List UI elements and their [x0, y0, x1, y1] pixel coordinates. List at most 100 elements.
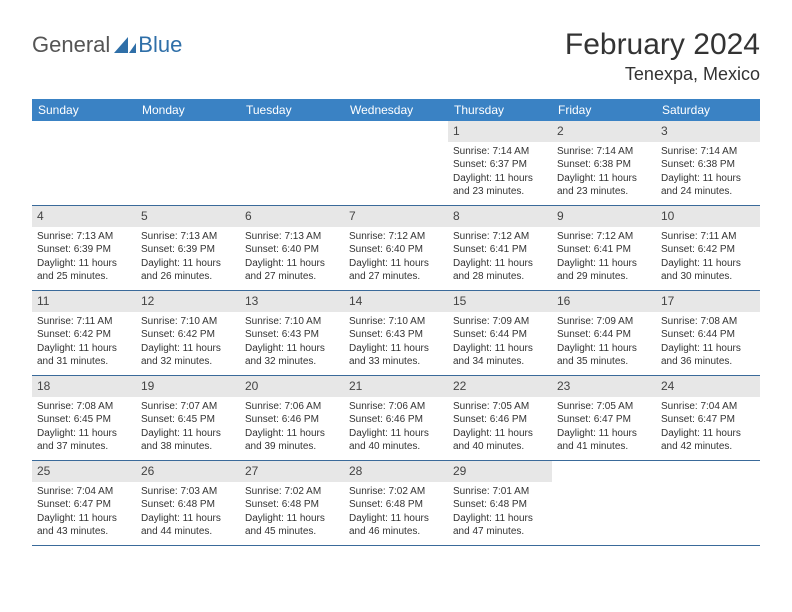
sunset-text: Sunset: 6:45 PM [141, 413, 235, 427]
day-cell: 4Sunrise: 7:13 AMSunset: 6:39 PMDaylight… [32, 206, 136, 290]
sunrise-text: Sunrise: 7:08 AM [37, 400, 131, 414]
day-number: 10 [661, 209, 674, 223]
day-cell: 6Sunrise: 7:13 AMSunset: 6:40 PMDaylight… [240, 206, 344, 290]
day-number: 1 [453, 124, 460, 138]
daylight-text: Daylight: 11 hours and 39 minutes. [245, 427, 339, 454]
day-number: 18 [37, 379, 50, 393]
logo-sail-icon [114, 37, 136, 53]
day-cell: 28Sunrise: 7:02 AMSunset: 6:48 PMDayligh… [344, 461, 448, 545]
daylight-text: Daylight: 11 hours and 44 minutes. [141, 512, 235, 539]
logo-text-general: General [32, 32, 110, 58]
week-row: 1Sunrise: 7:14 AMSunset: 6:37 PMDaylight… [32, 121, 760, 206]
sunset-text: Sunset: 6:38 PM [557, 158, 651, 172]
day-number-row: 24 [656, 376, 760, 397]
day-cell: 11Sunrise: 7:11 AMSunset: 6:42 PMDayligh… [32, 291, 136, 375]
sunrise-text: Sunrise: 7:13 AM [141, 230, 235, 244]
day-cell: 2Sunrise: 7:14 AMSunset: 6:38 PMDaylight… [552, 121, 656, 205]
week-row: 18Sunrise: 7:08 AMSunset: 6:45 PMDayligh… [32, 376, 760, 461]
sunset-text: Sunset: 6:43 PM [349, 328, 443, 342]
day-cell: 7Sunrise: 7:12 AMSunset: 6:40 PMDaylight… [344, 206, 448, 290]
sunrise-text: Sunrise: 7:04 AM [661, 400, 755, 414]
sunrise-text: Sunrise: 7:05 AM [557, 400, 651, 414]
day-number-row: 25 [32, 461, 136, 482]
day-cell: 18Sunrise: 7:08 AMSunset: 6:45 PMDayligh… [32, 376, 136, 460]
day-number: 14 [349, 294, 362, 308]
day-number-row: 22 [448, 376, 552, 397]
day-cell-empty [656, 461, 760, 545]
day-number: 19 [141, 379, 154, 393]
sunset-text: Sunset: 6:46 PM [245, 413, 339, 427]
day-number-row: 19 [136, 376, 240, 397]
day-number-row: 17 [656, 291, 760, 312]
day-number-row: 12 [136, 291, 240, 312]
sunset-text: Sunset: 6:44 PM [661, 328, 755, 342]
daylight-text: Daylight: 11 hours and 23 minutes. [453, 172, 547, 199]
daylight-text: Daylight: 11 hours and 30 minutes. [661, 257, 755, 284]
day-number-row: 5 [136, 206, 240, 227]
daylight-text: Daylight: 11 hours and 40 minutes. [349, 427, 443, 454]
day-cell: 14 Sunrise: 7:10 AMSunset: 6:43 PMDayligh… [344, 291, 448, 375]
day-number-row: 14 [344, 291, 448, 312]
sunset-text: Sunset: 6:46 PM [453, 413, 547, 427]
daylight-text: Daylight: 11 hours and 24 minutes. [661, 172, 755, 199]
day-number-row: 6 [240, 206, 344, 227]
day-number-row: 26 [136, 461, 240, 482]
sunset-text: Sunset: 6:48 PM [245, 498, 339, 512]
day-cell-empty [344, 121, 448, 205]
daylight-text: Daylight: 11 hours and 29 minutes. [557, 257, 651, 284]
sunrise-text: Sunrise: 7:07 AM [141, 400, 235, 414]
day-number: 15 [453, 294, 466, 308]
daylight-text: Daylight: 11 hours and 41 minutes. [557, 427, 651, 454]
weekday-header: Tuesday [240, 99, 344, 121]
daylight-text: Daylight: 11 hours and 38 minutes. [141, 427, 235, 454]
sunrise-text: Sunrise: 7:01 AM [453, 485, 547, 499]
logo-text-blue: Blue [138, 32, 182, 58]
sunset-text: Sunset: 6:47 PM [557, 413, 651, 427]
day-number: 13 [245, 294, 258, 308]
day-number: 22 [453, 379, 466, 393]
sunrise-text: Sunrise: 7:03 AM [141, 485, 235, 499]
day-number: 25 [37, 464, 50, 478]
day-cell: 26Sunrise: 7:03 AMSunset: 6:48 PMDayligh… [136, 461, 240, 545]
location: Tenexpa, Mexico [565, 64, 760, 85]
sunrise-text: Sunrise: 7:12 AM [557, 230, 651, 244]
calendar: SundayMondayTuesdayWednesdayThursdayFrid… [32, 99, 760, 546]
daylight-text: Daylight: 11 hours and 32 minutes. [141, 342, 235, 369]
sunrise-text: Sunrise: 7:02 AM [349, 485, 443, 499]
sunrise-text: Sunrise: 7:14 AM [557, 145, 651, 159]
daylight-text: Daylight: 11 hours and 33 minutes. [349, 342, 443, 369]
sunset-text: Sunset: 6:37 PM [453, 158, 547, 172]
daylight-text: Daylight: 11 hours and 27 minutes. [245, 257, 339, 284]
day-cell: 21Sunrise: 7:06 AMSunset: 6:46 PMDayligh… [344, 376, 448, 460]
day-cell: 25Sunrise: 7:04 AMSunset: 6:47 PMDayligh… [32, 461, 136, 545]
sunrise-text: Sunrise: 7:09 AM [453, 315, 547, 329]
weekday-header: Sunday [32, 99, 136, 121]
day-number-row: 7 [344, 206, 448, 227]
day-number: 6 [245, 209, 252, 223]
sunrise-text: Sunrise: 7:02 AM [245, 485, 339, 499]
sunset-text: Sunset: 6:47 PM [661, 413, 755, 427]
weekday-header-row: SundayMondayTuesdayWednesdayThursdayFrid… [32, 99, 760, 121]
day-number: 27 [245, 464, 258, 478]
day-number: 3 [661, 124, 668, 138]
sunrise-text: Sunrise: 7:08 AM [661, 315, 755, 329]
sunset-text: Sunset: 6:40 PM [349, 243, 443, 257]
sunset-text: Sunset: 6:41 PM [453, 243, 547, 257]
sunrise-text: Sunrise: 7:10 AM [141, 315, 235, 329]
daylight-text: Daylight: 11 hours and 25 minutes. [37, 257, 131, 284]
day-number: 8 [453, 209, 460, 223]
sunrise-text: Sunrise: 7:10 AM [349, 315, 443, 329]
day-number: 26 [141, 464, 154, 478]
daylight-text: Daylight: 11 hours and 23 minutes. [557, 172, 651, 199]
day-number: 29 [453, 464, 466, 478]
day-cell: 20Sunrise: 7:06 AMSunset: 6:46 PMDayligh… [240, 376, 344, 460]
weekday-header: Saturday [656, 99, 760, 121]
day-number-row: 18 [32, 376, 136, 397]
sunrise-text: Sunrise: 7:14 AM [661, 145, 755, 159]
day-cell: 5Sunrise: 7:13 AMSunset: 6:39 PMDaylight… [136, 206, 240, 290]
daylight-text: Daylight: 11 hours and 26 minutes. [141, 257, 235, 284]
day-number-row: 4 [32, 206, 136, 227]
sunset-text: Sunset: 6:45 PM [37, 413, 131, 427]
day-cell: 24Sunrise: 7:04 AMSunset: 6:47 PMDayligh… [656, 376, 760, 460]
day-number: 24 [661, 379, 674, 393]
